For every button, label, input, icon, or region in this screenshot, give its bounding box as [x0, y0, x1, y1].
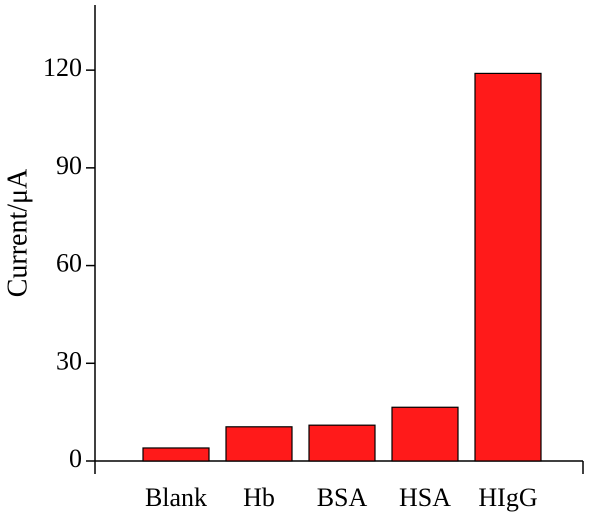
x-tick-label: HIgG — [478, 483, 537, 512]
bar — [474, 72, 542, 462]
y-tick-label: 120 — [43, 53, 82, 82]
bar — [391, 406, 459, 462]
y-axis-label: Current/μA — [2, 168, 33, 297]
x-tick-label: Blank — [145, 483, 207, 512]
y-tick-label: 0 — [69, 444, 82, 473]
bar — [308, 424, 376, 462]
bar — [225, 426, 293, 462]
y-tick-label: 90 — [56, 151, 82, 180]
y-tick-label: 60 — [56, 249, 82, 278]
bar — [142, 447, 210, 462]
x-tick-label: BSA — [317, 483, 368, 512]
x-tick-label: HSA — [399, 483, 451, 512]
x-tick-label: Hb — [243, 483, 275, 512]
y-tick-label: 30 — [56, 346, 82, 375]
